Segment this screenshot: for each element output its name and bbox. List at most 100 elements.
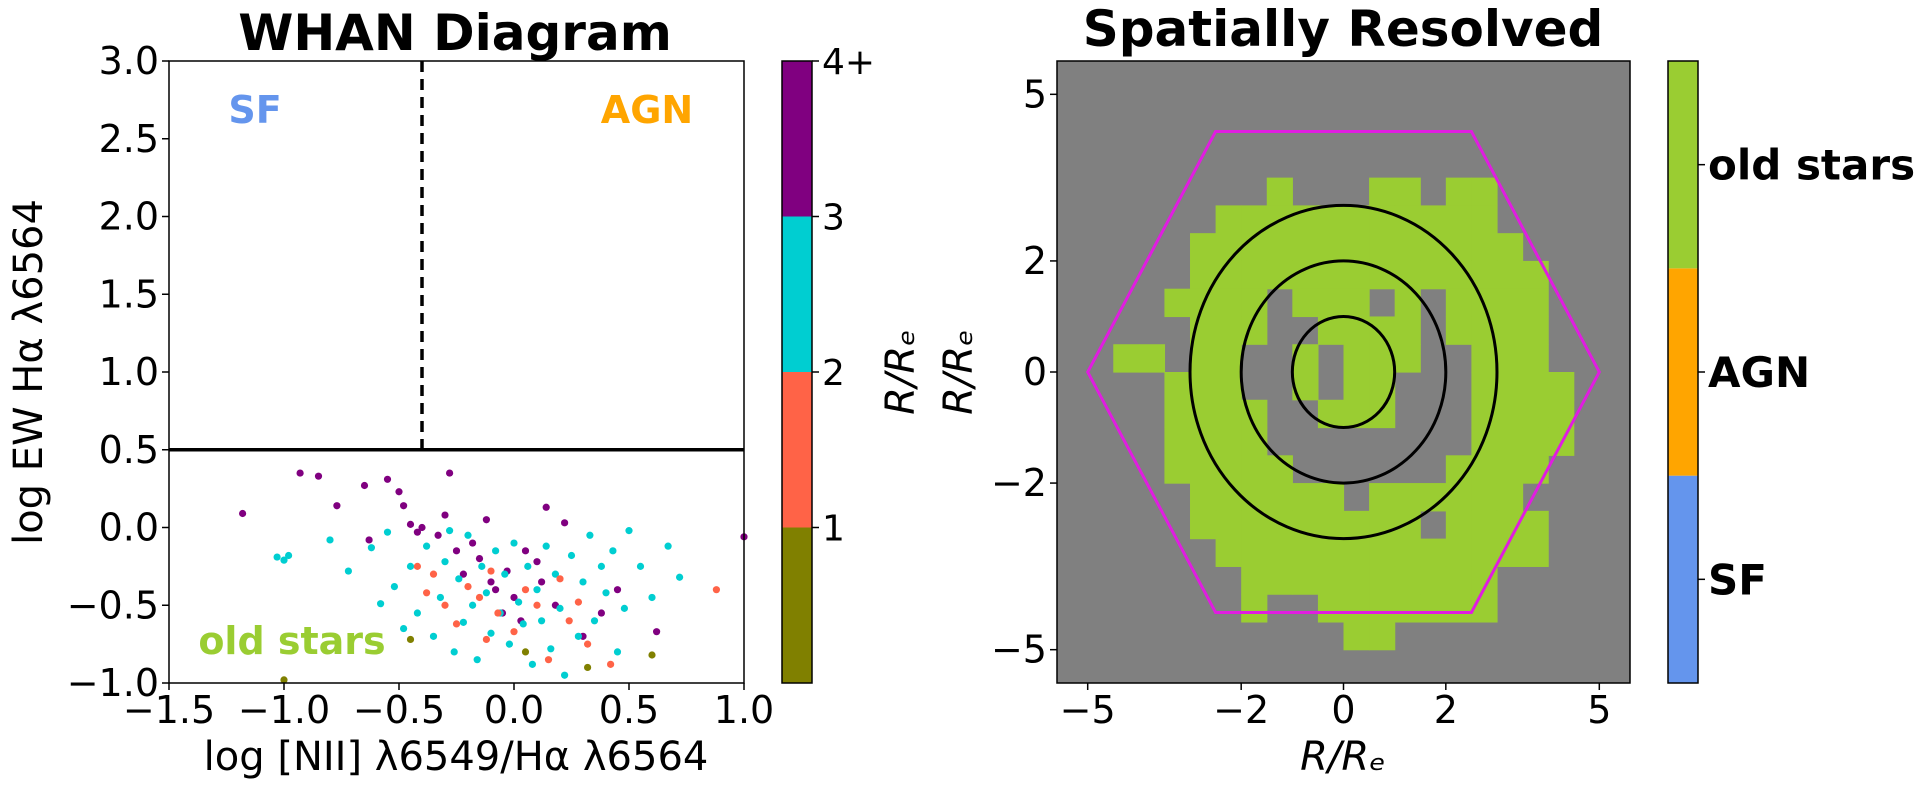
map-pixel-old-stars [1343, 538, 1370, 567]
whan-colorbar: 1 2 3 4+ [781, 42, 875, 684]
scatter-point [429, 570, 438, 578]
scatter-point [482, 589, 490, 597]
whan-plot-frame [168, 60, 745, 684]
map-pixel-old-stars [1445, 538, 1473, 567]
map-pixel-old-stars [1317, 233, 1345, 262]
scatter-point [528, 660, 537, 668]
whan-colorbar-label: R/Rₑ [878, 329, 924, 415]
map-pixel-old-stars [1164, 288, 1191, 318]
map-pixel-old-stars [1522, 372, 1549, 401]
scatter-point [505, 640, 513, 648]
colorbar-tick-label: 4+ [822, 42, 875, 83]
scatter-point [326, 536, 334, 544]
scatter-point [429, 632, 438, 640]
map-pixel-old-stars [1215, 538, 1242, 567]
scatter-point [494, 609, 502, 617]
scatter-point [547, 645, 555, 653]
scatter-point [452, 547, 461, 555]
map-pixel-old-stars [1215, 483, 1242, 512]
map-pixel-old-stars [1241, 538, 1268, 567]
scatter-point [413, 528, 421, 536]
scatter-point [515, 598, 523, 606]
map-pixel-old-stars [1522, 427, 1549, 456]
scatter-point [653, 628, 661, 636]
map-pixel-old-stars [1317, 566, 1345, 595]
whan-x-axis-label: log [NII] λ6549/Hα λ6564 [204, 734, 709, 780]
scatter-point [333, 502, 341, 510]
map-pixel-old-stars [1496, 427, 1524, 456]
map-pixel-old-stars [1445, 288, 1473, 318]
map-pixel-old-stars [1420, 594, 1447, 623]
whan-x-ticks: −1.5 −1.0 −0.5 0.0 0.5 1.0 [123, 683, 774, 732]
map-pixel-old-stars [1343, 233, 1370, 262]
map-pixel-old-stars [1496, 233, 1524, 262]
colorbar-category-label: old stars [1708, 141, 1915, 190]
scatter-point [521, 648, 530, 656]
map-pixel-old-stars [1445, 233, 1473, 262]
map-y-ticks: −5 −2 0 2 5 [991, 72, 1057, 672]
map-pixel-old-stars [1496, 316, 1524, 345]
y-tick-label: 5 [1023, 72, 1047, 116]
scatter-point [452, 620, 461, 628]
scatter-point [285, 551, 293, 560]
map-pixel-old-stars [1317, 538, 1345, 567]
scatter-point [542, 542, 550, 550]
scatter-point [365, 536, 373, 544]
map-pixels [1113, 177, 1575, 651]
map-pixel-old-stars [1522, 455, 1549, 484]
map-pixel-old-stars [1394, 594, 1421, 623]
scatter-point [383, 475, 392, 483]
map-pixel-old-stars [1548, 399, 1575, 429]
scatter-point [487, 578, 495, 586]
map-pixel-old-stars [1190, 344, 1217, 373]
map-pixel-old-stars [1394, 316, 1421, 345]
scatter-point [620, 604, 629, 612]
colorbar-category-segment [1668, 268, 1698, 476]
scatter-point [574, 632, 583, 640]
scatter-point [314, 472, 323, 480]
scatter-point [676, 573, 684, 581]
map-pixel-old-stars [1317, 288, 1345, 318]
x-tick-label: −2 [1213, 688, 1269, 732]
y-tick-label: 1.0 [99, 350, 159, 394]
map-pixel-old-stars [1266, 177, 1293, 206]
map-pixel-old-stars [1190, 233, 1217, 262]
map-pixel-old-stars [1496, 260, 1524, 290]
colorbar-category-segment [1668, 475, 1698, 683]
scatter-point [664, 542, 672, 550]
scatter-point [475, 555, 484, 563]
scatter-point [487, 567, 495, 575]
x-tick-label: −0.5 [353, 688, 445, 732]
map-pixel-old-stars [1471, 344, 1498, 373]
x-tick-label: 1.0 [714, 688, 774, 732]
map-pixel-old-stars [1445, 177, 1473, 206]
scatter-point [395, 488, 403, 496]
scatter-point [538, 578, 546, 586]
scatter-point [524, 562, 532, 570]
map-pixel-old-stars [1394, 566, 1421, 595]
map-pixel-old-stars [1343, 621, 1370, 651]
scatter-point [406, 520, 415, 528]
colorbar-segment [782, 61, 812, 217]
map-pixel-old-stars [1369, 594, 1396, 623]
map-pixel-old-stars [1317, 594, 1345, 623]
scatter-point [487, 629, 495, 637]
map-pixel-old-stars [1394, 177, 1421, 206]
scatter-point [625, 527, 633, 535]
map-pixel-old-stars [1369, 566, 1396, 595]
map-pixel-old-stars [1445, 566, 1473, 595]
scatter-point [607, 660, 615, 668]
map-pixel-old-stars [1317, 510, 1345, 540]
map-pixel-old-stars [1292, 483, 1319, 512]
colorbar-category-label: AGN [1708, 348, 1810, 397]
x-tick-label: −1.5 [123, 688, 215, 732]
scatter-point [478, 562, 486, 570]
radius-ellipse [1188, 203, 1499, 541]
map-pixel-old-stars [1343, 344, 1370, 373]
scatter-point [521, 586, 530, 594]
map-pixel-old-stars [1266, 566, 1293, 595]
map-pixel-old-stars [1522, 344, 1549, 373]
map-pixel-old-stars [1471, 483, 1498, 512]
scatter-point [597, 609, 606, 617]
ifu-hexagon [1085, 130, 1602, 614]
